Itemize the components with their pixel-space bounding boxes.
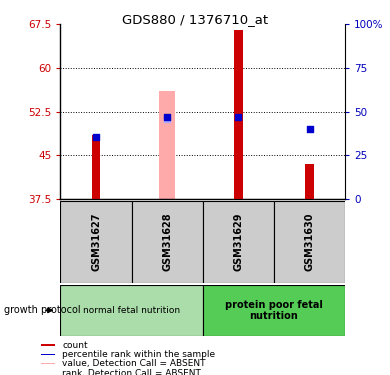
Bar: [274, 201, 345, 283]
Bar: [160, 91, 175, 199]
Text: GSM31629: GSM31629: [233, 213, 243, 271]
Text: normal fetal nutrition: normal fetal nutrition: [83, 306, 180, 315]
Point: [93, 134, 99, 140]
Text: protein poor fetal
nutrition: protein poor fetal nutrition: [225, 300, 323, 321]
Text: GSM31627: GSM31627: [91, 213, 101, 271]
Text: percentile rank within the sample: percentile rank within the sample: [62, 350, 215, 359]
Text: rank, Detection Call = ABSENT: rank, Detection Call = ABSENT: [62, 369, 201, 375]
Bar: [203, 201, 274, 283]
Bar: [132, 201, 203, 283]
Point: [164, 116, 170, 122]
Text: GSM31630: GSM31630: [305, 213, 315, 271]
Bar: [305, 164, 314, 199]
Point: [235, 114, 241, 120]
Bar: [92, 135, 100, 199]
Bar: [60, 285, 203, 336]
Bar: [203, 285, 345, 336]
Bar: [41, 344, 55, 346]
Point: [164, 114, 170, 120]
Bar: [234, 30, 243, 199]
Point: [307, 126, 313, 132]
Bar: [60, 201, 132, 283]
Bar: [41, 354, 55, 355]
Text: growth protocol: growth protocol: [4, 305, 80, 315]
Text: GDS880 / 1376710_at: GDS880 / 1376710_at: [122, 13, 268, 26]
Bar: [41, 363, 55, 364]
Text: value, Detection Call = ABSENT: value, Detection Call = ABSENT: [62, 359, 206, 368]
Text: GSM31628: GSM31628: [162, 213, 172, 271]
Text: count: count: [62, 340, 88, 350]
Bar: [41, 373, 55, 374]
